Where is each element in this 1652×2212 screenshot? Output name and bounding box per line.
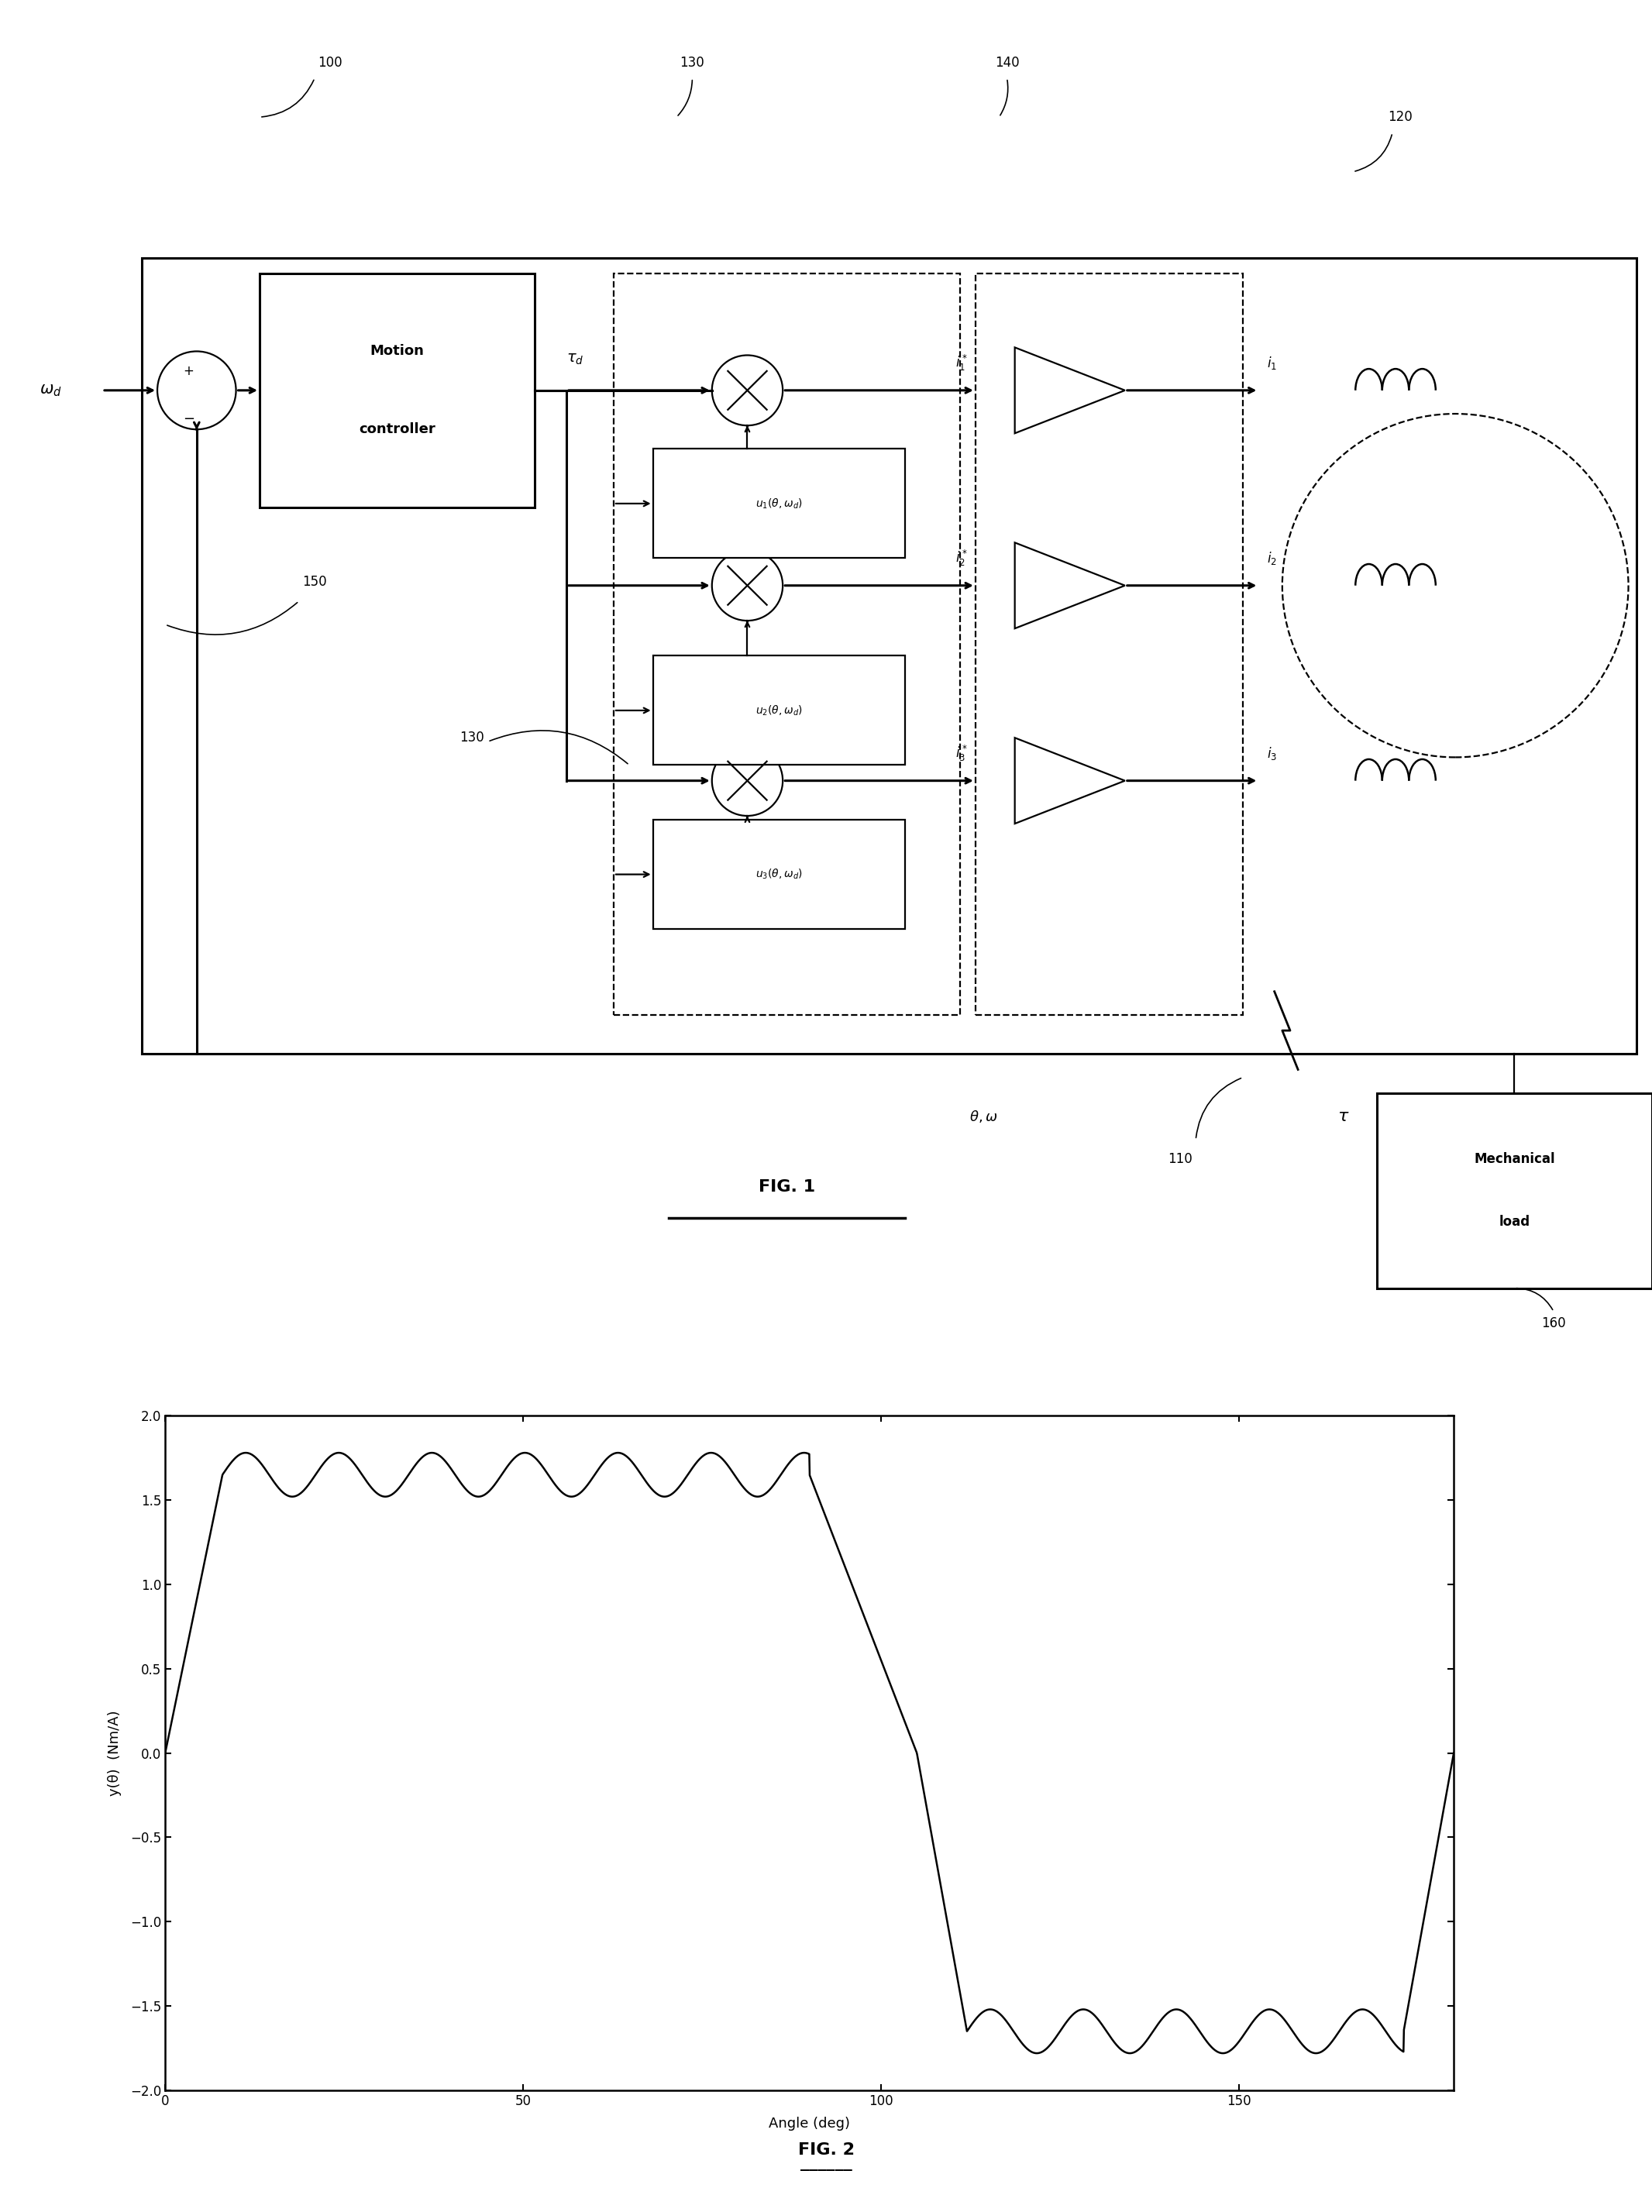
Text: $i_1^*$: $i_1^*$ <box>955 354 968 374</box>
Text: $u_3(\theta,\omega_d)$: $u_3(\theta,\omega_d)$ <box>755 867 803 880</box>
Y-axis label: y(θ)  (Nm/A): y(θ) (Nm/A) <box>107 1710 122 1796</box>
Text: 150: 150 <box>302 575 327 588</box>
Bar <box>613 274 960 1015</box>
Text: $\omega_d$: $\omega_d$ <box>40 383 61 398</box>
Text: $i_3$: $i_3$ <box>1267 745 1277 761</box>
Bar <box>653 655 905 765</box>
Text: 130: 130 <box>681 55 704 69</box>
Text: FIG. 1: FIG. 1 <box>758 1179 814 1194</box>
X-axis label: Angle (deg): Angle (deg) <box>768 2117 851 2130</box>
Text: 120: 120 <box>1388 111 1412 124</box>
Text: $\theta,\omega$: $\theta,\omega$ <box>970 1108 998 1124</box>
Text: 140: 140 <box>995 55 1019 69</box>
Text: $\tau_d$: $\tau_d$ <box>567 352 583 367</box>
Text: $i_1$: $i_1$ <box>1267 354 1277 372</box>
Bar <box>142 257 1635 1053</box>
Bar <box>259 274 535 507</box>
Text: FIG. 2: FIG. 2 <box>798 2141 854 2159</box>
Bar <box>653 821 905 929</box>
Text: 110: 110 <box>1168 1152 1193 1166</box>
Text: $-$: $-$ <box>183 411 195 425</box>
Text: Motion: Motion <box>370 345 425 358</box>
Text: $i_2$: $i_2$ <box>1267 551 1277 566</box>
Text: controller: controller <box>358 422 436 436</box>
Text: Mechanical: Mechanical <box>1474 1152 1555 1166</box>
Text: $u_2(\theta,\omega_d)$: $u_2(\theta,\omega_d)$ <box>755 703 803 717</box>
Text: load: load <box>1498 1214 1530 1230</box>
Text: 100: 100 <box>319 55 342 69</box>
Text: $u_1(\theta,\omega_d)$: $u_1(\theta,\omega_d)$ <box>755 498 803 511</box>
Text: ______: ______ <box>800 2154 852 2172</box>
Text: 130: 130 <box>459 730 484 745</box>
Text: +: + <box>183 363 195 378</box>
Text: $i_3^*$: $i_3^*$ <box>955 743 968 763</box>
Bar <box>1376 1093 1652 1287</box>
Bar <box>653 449 905 557</box>
Text: 160: 160 <box>1541 1316 1566 1329</box>
Bar <box>975 274 1242 1015</box>
Text: $i_2^*$: $i_2^*$ <box>955 549 968 568</box>
Text: $\tau$: $\tau$ <box>1338 1108 1350 1124</box>
